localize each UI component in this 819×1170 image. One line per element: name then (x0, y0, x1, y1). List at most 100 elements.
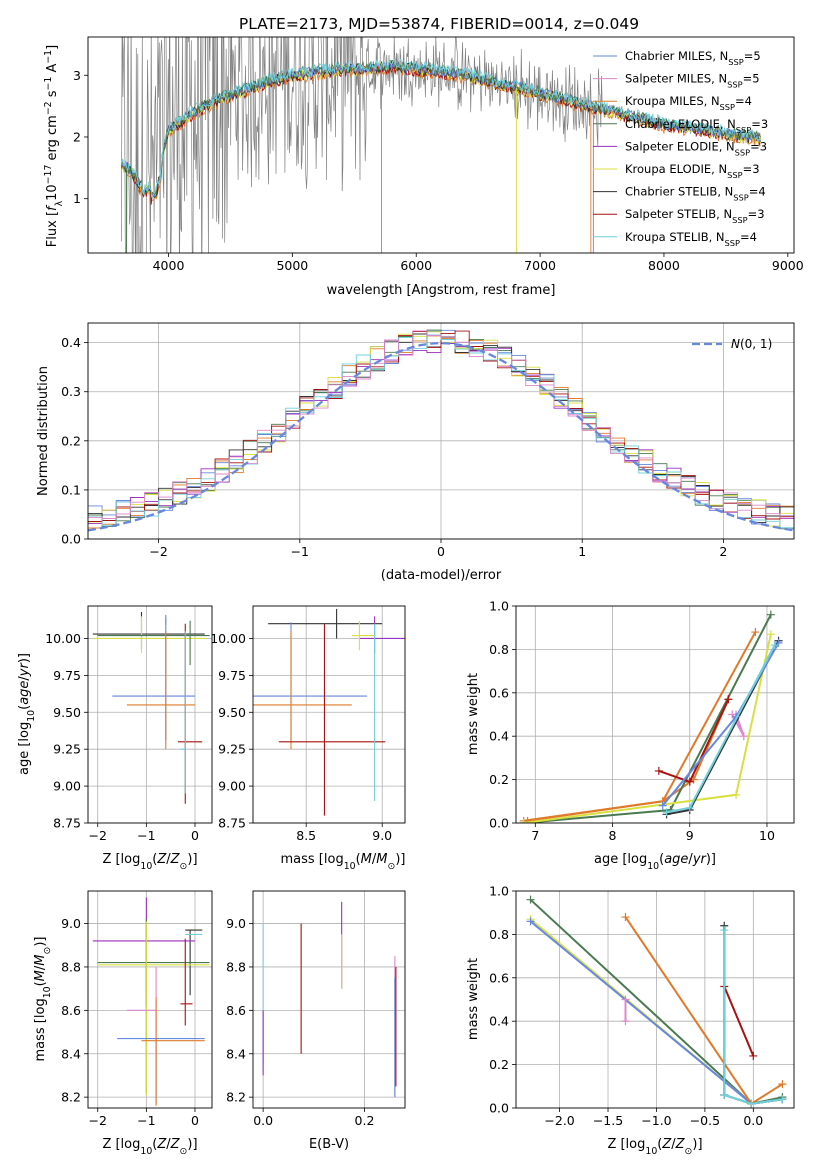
y-tick-label: 3 (73, 68, 81, 83)
weight-marker (526, 917, 535, 926)
x-tick-label: 10 (759, 828, 775, 843)
legend-entry: Chabrier ELODIE, NSSP=3 (625, 117, 768, 135)
weight-marker (621, 1017, 630, 1026)
x-tick-label: 6000 (400, 258, 432, 273)
x-tick-label: 0.2 (355, 1113, 375, 1128)
y-tick-label: 0.6 (489, 970, 509, 985)
x-axis-label: mass [log10(M/M⊙)] (281, 852, 406, 872)
weight-marker (621, 995, 630, 1004)
y-tick-label: 2 (73, 129, 81, 144)
weight-marker (662, 808, 671, 817)
legend-entry: Salpeter ELODIE, NSSP=3 (625, 139, 767, 157)
x-tick-label: −1 (137, 1113, 155, 1128)
axes-frame (87, 605, 213, 824)
y-tick-label: 8.4 (61, 1046, 81, 1061)
weight-marker (778, 1095, 787, 1104)
weight-line (661, 642, 780, 807)
y-tick-label: 0.8 (489, 927, 509, 942)
chart-mass_vs_EBV: 0.0 0.2 8.2 8.4 8.6 8.8 9.0 E(B-V) (226, 890, 406, 1152)
x-tick-label: 4000 (153, 258, 185, 273)
legend-entry: Kroupa ELODIE, NSSP=3 (625, 162, 760, 180)
y-tick-label: 8.75 (53, 816, 81, 831)
x-tick-label: 9.0 (372, 828, 392, 843)
y-tick-label: 9.75 (53, 668, 81, 683)
y-axis-label: age [log10(age/yr)] (17, 653, 37, 775)
axes-frame (515, 605, 795, 824)
weight-marker (739, 732, 748, 741)
chart-age_vs_mass: 8.5 9.0 8.75 9.00 9.25 9.50 9.75 10.00 mass [log… (210, 605, 406, 872)
y-tick-label: 8.6 (61, 1003, 81, 1018)
y-tick-label: 0.4 (489, 729, 509, 744)
y-axis-label: Flux [fλ10−17 erg cm−2 s−1 A−1] (43, 45, 65, 247)
legend-entry: Chabrier MILES, NSSP=5 (625, 49, 761, 67)
y-tick-label: 8.6 (226, 1003, 246, 1018)
weight-marker (519, 819, 528, 823)
x-tick-label: 0 (437, 544, 445, 559)
y-tick-label: 1 (73, 191, 81, 206)
legend-entry: Kroupa MILES, NSSP=4 (625, 94, 752, 112)
figure-title: PLATE=2173, MJD=53874, FIBERID=0014, z=0… (239, 15, 639, 33)
y-axis-label: mass weight (466, 673, 481, 755)
plot-area (120, 37, 762, 253)
y-tick-label: 9.00 (53, 779, 81, 794)
weight-marker (685, 777, 694, 786)
legend-entry: Salpeter STELIB, NSSP=3 (625, 207, 765, 225)
x-tick-label: −1 (291, 544, 309, 559)
x-tick-label: −1 (137, 828, 155, 843)
y-tick-label: 8.8 (61, 959, 81, 974)
y-tick-label: 0.4 (489, 1014, 509, 1029)
x-axis-label: E(B-V) (309, 1137, 349, 1152)
x-tick-label: 7 (531, 828, 539, 843)
x-tick-label: 2 (719, 544, 727, 559)
y-axis-label: mass weight (466, 958, 481, 1040)
x-tick-label: −2 (89, 1113, 107, 1128)
plot-area (88, 606, 212, 823)
chart-residuals: −2 −1 0 1 2 0.0 0.1 0.2 0.3 0.4 N(0, 1) (data-model… (36, 322, 795, 583)
y-tick-label: 9.25 (53, 742, 81, 757)
legend-entry: Chabrier STELIB, NSSP=4 (625, 185, 766, 203)
legend-entry: Salpeter MILES, NSSP=5 (625, 72, 760, 90)
weight-marker (747, 1099, 756, 1108)
plot-area (516, 606, 794, 823)
x-tick-label: −2 (89, 828, 107, 843)
model-spectrum (120, 57, 761, 199)
x-tick-label: 5000 (276, 258, 308, 273)
axes-frame (87, 36, 795, 254)
weight-line (527, 698, 730, 822)
y-tick-label: 10.00 (210, 631, 246, 646)
y-tick-label: 0.0 (61, 532, 81, 547)
weight-marker (720, 1090, 729, 1099)
weight-line (723, 930, 783, 1105)
weight-marker (526, 895, 535, 904)
axes-frame (515, 890, 795, 1109)
x-tick-label: 0 (191, 1113, 199, 1128)
axes-frame (87, 322, 795, 540)
weight-marker (751, 628, 760, 637)
x-axis-label: Z [log10(Z/Z⊙)] (102, 1137, 197, 1157)
weight-line (666, 640, 780, 816)
axes-frame (87, 890, 213, 1109)
weight-line (723, 986, 755, 1057)
x-tick-label: 8000 (648, 258, 680, 273)
residual-histogram (88, 330, 794, 519)
axes-frame (252, 890, 406, 1109)
weight-marker (766, 610, 775, 619)
y-axis-label: mass [log10(M/M⊙)] (33, 937, 53, 1062)
plot-area (88, 323, 794, 539)
x-tick-label: −1.5 (593, 1113, 623, 1128)
axes-frame (252, 605, 406, 824)
plot-area (253, 606, 405, 823)
x-tick-label: −2 (149, 544, 167, 559)
normal-curve (88, 342, 794, 532)
y-tick-label: 0.0 (489, 1101, 509, 1116)
x-axis-label: wavelength [Angstrom, rest frame] (327, 283, 556, 298)
weight-line (523, 631, 757, 822)
weight-marker (778, 1080, 787, 1089)
x-tick-label: −1.0 (641, 1113, 671, 1128)
chart-weight_vs_Z: −2.0 −1.5 −1.0 −0.5 0.0 0.0 0.2 0.4 0.6 0.8 1.0 Z [… (466, 884, 795, 1157)
x-axis-label: Z [log10(Z/Z⊙)] (102, 852, 197, 872)
y-tick-label: 0.2 (489, 772, 509, 787)
y-tick-label: 0.8 (489, 642, 509, 657)
y-tick-label: 0.1 (61, 482, 81, 497)
